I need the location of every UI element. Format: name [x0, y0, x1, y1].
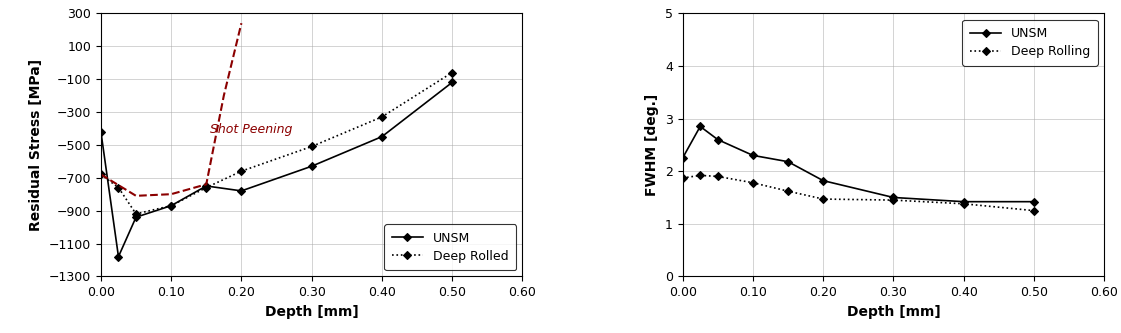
Deep Rolling	[887, 198, 900, 202]
Legend: UNSM, Deep Rolled: UNSM, Deep Rolled	[385, 224, 516, 270]
Deep Rolling	[747, 181, 760, 185]
Deep Rolled	[200, 185, 213, 189]
UNSM	[676, 156, 689, 160]
UNSM	[165, 204, 178, 208]
UNSM	[694, 125, 707, 129]
UNSM	[1027, 200, 1040, 204]
Deep Rolling	[694, 173, 707, 177]
Y-axis label: Residual Stress [MPa]: Residual Stress [MPa]	[29, 59, 44, 231]
X-axis label: Depth [mm]: Depth [mm]	[846, 305, 941, 319]
Deep Rolling	[816, 197, 830, 201]
UNSM	[129, 215, 142, 219]
Deep Rolled	[165, 204, 178, 208]
Deep Rolled	[112, 185, 126, 189]
Line: Deep Rolling: Deep Rolling	[679, 172, 1037, 214]
UNSM	[305, 164, 318, 168]
UNSM	[957, 200, 971, 204]
Deep Rolled	[376, 115, 389, 119]
UNSM	[711, 138, 724, 142]
Deep Rolled	[129, 212, 142, 216]
Line: UNSM: UNSM	[98, 79, 455, 260]
Line: Deep Rolled: Deep Rolled	[98, 69, 455, 217]
Deep Rolled	[94, 172, 108, 176]
Line: UNSM: UNSM	[679, 123, 1037, 205]
Deep Rolled	[445, 71, 458, 75]
Y-axis label: FWHM [deg.]: FWHM [deg.]	[646, 94, 659, 196]
X-axis label: Depth [mm]: Depth [mm]	[265, 305, 359, 319]
UNSM	[112, 255, 126, 259]
Text: Shot Peening: Shot Peening	[210, 123, 293, 136]
Deep Rolling	[957, 202, 971, 206]
Deep Rolling	[781, 189, 795, 193]
UNSM	[376, 135, 389, 139]
UNSM	[781, 160, 795, 164]
Deep Rolled	[234, 169, 248, 173]
UNSM	[94, 130, 108, 134]
Deep Rolled	[305, 145, 318, 149]
Legend: UNSM, Deep Rolling: UNSM, Deep Rolling	[963, 20, 1097, 66]
UNSM	[200, 184, 213, 188]
UNSM	[747, 154, 760, 158]
Deep Rolling	[711, 174, 724, 178]
UNSM	[887, 195, 900, 199]
UNSM	[445, 80, 458, 84]
Deep Rolling	[1027, 208, 1040, 212]
UNSM	[816, 178, 830, 182]
Deep Rolling	[676, 176, 689, 180]
UNSM	[234, 189, 248, 193]
